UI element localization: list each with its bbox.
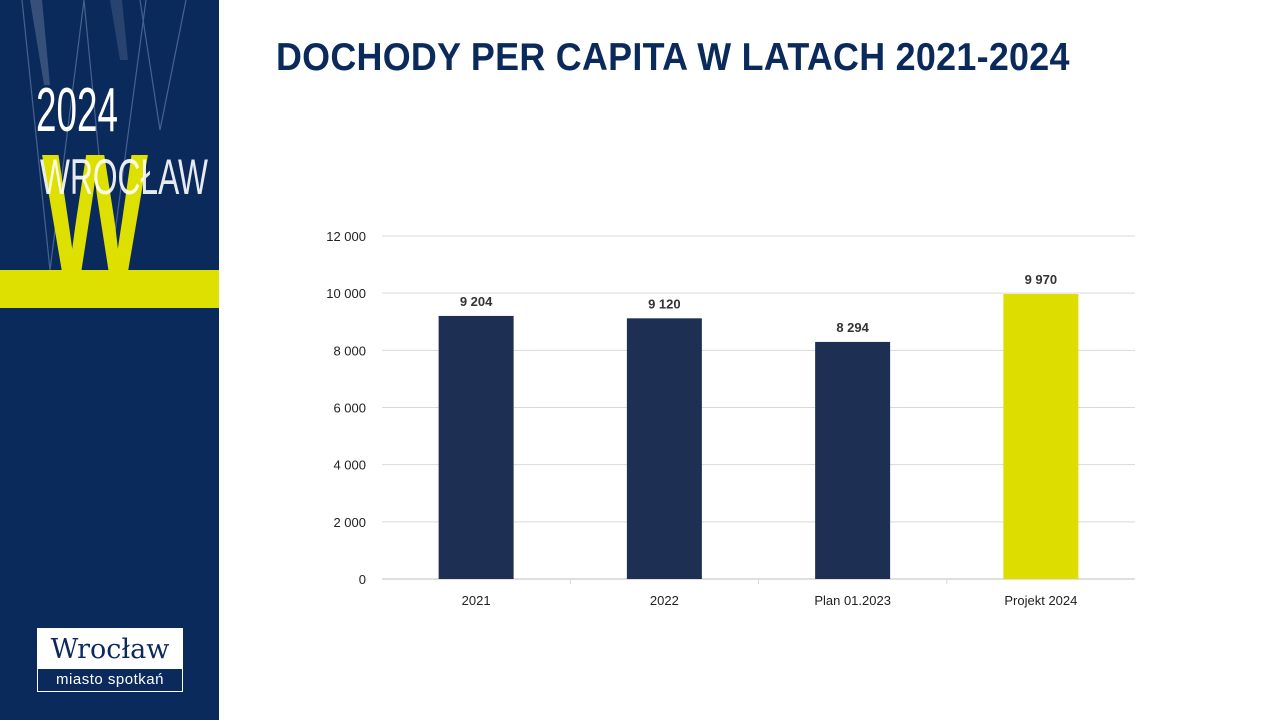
value-label: 9 970 bbox=[1025, 272, 1058, 287]
sidebar: W 2024 WROCŁAW Wrocław miasto spotkań bbox=[0, 0, 219, 720]
logo-name: Wrocław bbox=[38, 629, 182, 669]
y-tick-label: 2 000 bbox=[333, 515, 366, 530]
bar bbox=[438, 315, 514, 579]
wroclaw-logo: Wrocław miasto spotkań bbox=[37, 628, 183, 692]
city-wroclaw-text: WROCŁAW bbox=[40, 149, 209, 205]
year-2024-text: 2024 bbox=[36, 76, 118, 145]
x-tick-label: Projekt 2024 bbox=[1004, 593, 1077, 608]
y-tick-label: 8 000 bbox=[333, 343, 366, 358]
value-label: 9 204 bbox=[460, 294, 493, 309]
wroclaw-2024-brand-graphic: W 2024 WROCŁAW bbox=[0, 0, 219, 309]
value-label: 8 294 bbox=[836, 320, 869, 335]
y-tick-label: 12 000 bbox=[326, 229, 366, 244]
value-label: 9 120 bbox=[648, 296, 681, 311]
y-tick-label: 6 000 bbox=[333, 401, 366, 416]
y-tick-label: 10 000 bbox=[326, 286, 366, 301]
y-tick-label: 4 000 bbox=[333, 458, 366, 473]
x-axis-labels: 2021 2022 Plan 01.2023 Projekt 2024 bbox=[462, 579, 1077, 608]
bar bbox=[815, 341, 891, 579]
y-axis-ticks: 0 2 000 4 000 6 000 8 000 10 000 12 000 bbox=[326, 229, 366, 587]
x-tick-label: 2022 bbox=[650, 593, 679, 608]
y-tick-label: 0 bbox=[359, 572, 366, 587]
logo-tagline: miasto spotkań bbox=[56, 671, 164, 688]
page-title: DOCHODY PER CAPITA W LATACH 2021-2024 bbox=[276, 36, 1070, 79]
x-tick-label: 2021 bbox=[462, 593, 491, 608]
value-labels: 9 204 9 120 8 294 9 970 bbox=[460, 272, 1057, 335]
x-tick-label: Plan 01.2023 bbox=[814, 593, 891, 608]
bar bbox=[1003, 294, 1079, 579]
bar bbox=[626, 318, 702, 579]
chart-bars bbox=[438, 294, 1079, 579]
